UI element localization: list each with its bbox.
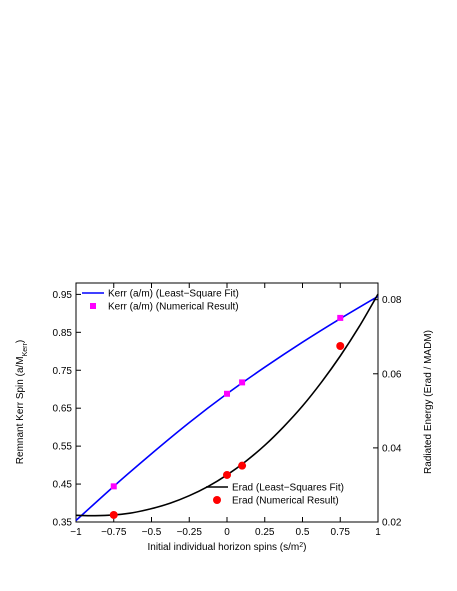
y-right-tick-label: 0.02 [382,518,402,529]
legend-swatch-circle [213,496,221,504]
y-left-tick-label: 0.35 [53,518,73,529]
plot-frame [75,282,379,523]
legend-label: Erad (Least−Squares Fit) [232,483,344,494]
y-left-tick-label: 0.95 [53,290,73,301]
legend-label: Kerr (a/m) (Numerical Result) [108,302,239,313]
legend-label: Kerr (a/m) (Least−Square Fit) [108,289,239,300]
y-right-tick-label: 0.04 [382,443,402,454]
y-right-tick-label: 0.06 [382,369,402,380]
ticks-layer: −1 −0.75 −0.5 −0.25 0 0.25 0.5 0.75 1 0.35 0.45 0.5… [53,283,402,538]
data-point-square [110,483,117,490]
data-point-square [239,379,246,386]
x-tick-label: 0.75 [331,527,351,538]
data-point-circle [223,470,231,479]
x-tick-label: 0 [224,527,230,538]
x-axis-title: Initial individual horizon spins (s/m2) [148,542,307,554]
legend-layer: Kerr (a/m) (Least−Square Fit) Kerr (a/m) … [82,289,344,507]
data-point-circle [238,461,247,470]
y-left-tick-label: 0.55 [53,442,73,453]
data-point-square [337,314,344,321]
x-tick-label: 1 [375,527,381,538]
legend-label: Erad (Numerical Result) [232,496,339,507]
data-point-circle [336,341,345,350]
x-tick-label: −0.25 [177,527,203,538]
y-right-axis-title: Radiated Energy (Erad / MADM) [423,330,434,474]
y-left-tick-label: 0.45 [53,480,73,491]
x-tick-label: 0.5 [296,527,310,538]
data-point-circle [109,510,118,519]
x-tick-label: −0.5 [142,527,162,538]
legend-swatch-square [90,303,96,309]
series-layer [75,293,379,522]
y-left-axis-title: Remnant Kerr Spin (a/MKerr) [15,340,29,464]
data-point-square [224,390,230,397]
x-tick-label: −0.75 [101,527,127,538]
y-right-tick-label: 0.08 [382,295,402,306]
y-left-tick-label: 0.75 [53,366,73,377]
y-left-tick-label: 0.65 [53,404,73,415]
x-tick-label: −1 [70,527,82,538]
y-left-tick-label: 0.85 [53,328,73,339]
x-tick-label: 0.25 [255,527,275,538]
